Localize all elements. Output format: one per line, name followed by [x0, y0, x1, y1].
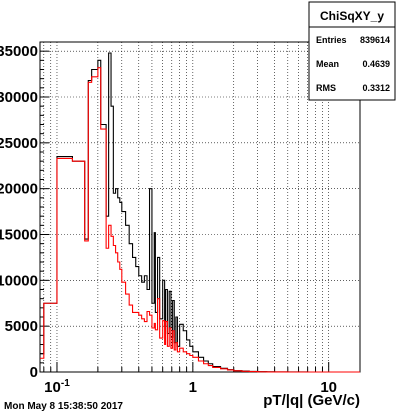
y-tick-label: 30000: [0, 89, 38, 106]
histogram-series: [40, 52, 360, 373]
histogram-series-red: [40, 67, 360, 373]
stats-rms-value: 0.3312: [362, 83, 390, 93]
y-tick-label: 20000: [0, 181, 38, 198]
stats-entries-label: Entries: [316, 35, 347, 45]
y-tick-label: 15000: [0, 227, 38, 244]
timestamp: Mon May 8 15:38:50 2017: [4, 401, 123, 412]
x-tick-label: 10: [320, 379, 337, 396]
y-tick-label: 25000: [0, 135, 38, 152]
y-tick-label: 0: [30, 364, 38, 381]
axis-ticks: [40, 50, 330, 373]
y-tick-label: 10000: [0, 272, 38, 289]
stats-mean-label: Mean: [316, 59, 339, 69]
x-tick-label: 10-1: [44, 378, 70, 396]
stats-mean-value: 0.4639: [362, 59, 390, 69]
x-axis-tick-labels: 10-1 1 10: [44, 378, 337, 396]
y-tick-label: 5000: [5, 318, 38, 335]
y-axis-tick-labels: 0 5000 10000 15000 20000 25000 30000 35000: [0, 43, 38, 381]
x-tick-label: 1: [189, 379, 197, 396]
x-axis-title: pT/|q| (GeV/c): [263, 392, 360, 409]
stats-box: ChiSqXY_y Entries 839614 Mean 0.4639 RMS…: [308, 1, 396, 101]
stats-rms-label: RMS: [316, 83, 336, 93]
stats-title: ChiSqXY_y: [320, 9, 384, 23]
y-tick-label: 35000: [0, 43, 38, 60]
stats-box-border: [308, 1, 396, 101]
stats-entries-value: 839614: [360, 35, 390, 45]
